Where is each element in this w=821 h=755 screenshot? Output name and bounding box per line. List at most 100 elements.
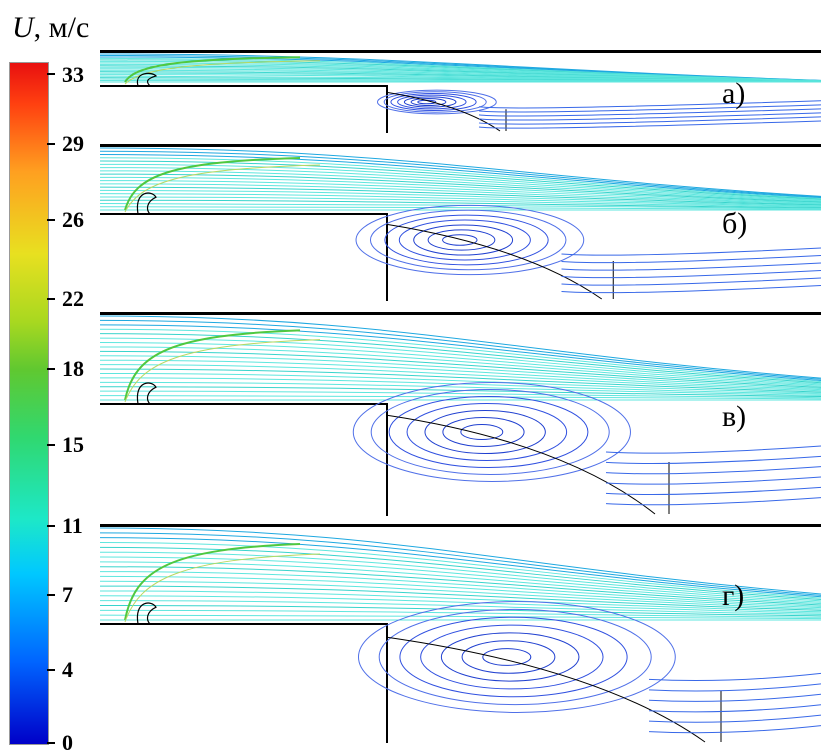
vortex-streamline	[413, 224, 514, 256]
vortex-streamline	[398, 219, 531, 261]
vortex-streamline	[388, 396, 589, 468]
streamline	[100, 350, 821, 388]
streamline	[100, 372, 821, 394]
jet-streamline	[124, 164, 321, 213]
streamline	[100, 571, 821, 607]
vortex-streamline	[399, 616, 628, 698]
streamline	[100, 167, 821, 202]
outlet-streamline	[605, 466, 821, 475]
streamline	[100, 390, 821, 399]
streamline	[100, 580, 821, 610]
streamline	[100, 386, 821, 398]
vortex-streamline	[397, 94, 467, 110]
jet-streamline	[124, 56, 301, 83]
panel-label-d: г)	[722, 579, 745, 612]
streamline	[100, 395, 821, 400]
jet-streamline	[124, 157, 301, 211]
streamline	[100, 556, 821, 603]
outlet-streamline	[605, 445, 821, 454]
streamline	[100, 537, 821, 598]
tick-label: 15	[62, 432, 84, 457]
streamline	[100, 150, 821, 198]
step-wall	[100, 403, 388, 516]
streamline	[100, 319, 821, 380]
tick-mark	[47, 298, 55, 300]
tick-label: 33	[62, 62, 84, 87]
vortex-streamline	[442, 234, 478, 246]
tick-mark	[47, 525, 55, 527]
panel-label-c: в)	[722, 400, 747, 433]
vortex-streamline	[482, 648, 532, 666]
vortex-streamline	[403, 96, 457, 108]
vortex-streamline	[406, 403, 568, 461]
tick-label: 7	[62, 582, 73, 607]
streamline	[100, 609, 821, 618]
streamline	[100, 566, 821, 606]
vortex-streamline	[440, 632, 580, 682]
outlet-streamline	[648, 725, 821, 734]
outlet-streamline	[561, 270, 821, 279]
streamline-panel-c	[100, 312, 821, 517]
tick-mark	[47, 444, 55, 446]
streamline	[100, 337, 821, 385]
streamline	[100, 333, 821, 384]
streamline	[100, 359, 821, 391]
step-wall	[100, 623, 388, 743]
tick-label: 22	[62, 286, 84, 311]
tick-label: 26	[62, 207, 84, 232]
vortex-streamline	[424, 410, 546, 454]
streamline	[100, 381, 821, 396]
streamline	[100, 189, 821, 207]
outlet-streamline	[561, 262, 821, 271]
outlet-streamline	[478, 120, 821, 129]
jet-streamline	[124, 339, 321, 403]
outlet-streamline	[605, 455, 821, 464]
vortex-streamline	[370, 389, 610, 475]
outlet-streamline	[561, 285, 821, 294]
tick-mark	[47, 368, 55, 370]
dividing-streamline	[386, 223, 603, 300]
vortex-streamline	[410, 98, 447, 106]
vortex-streamline	[420, 624, 604, 690]
outlet-streamline	[561, 247, 821, 256]
streamline	[100, 368, 821, 393]
tick-mark	[47, 73, 55, 75]
jet-streamline	[124, 553, 321, 623]
vortex-streamline	[352, 382, 631, 482]
dividing-streamline	[386, 91, 501, 132]
streamline-panel-a	[100, 50, 821, 134]
jet-streamline	[124, 543, 301, 621]
streamline	[100, 324, 821, 381]
inlet-bubble	[136, 72, 158, 87]
streamline	[100, 600, 821, 616]
streamline	[100, 176, 821, 204]
streamline	[100, 183, 821, 205]
tick-mark	[47, 594, 55, 596]
vortex-streamline	[357, 601, 676, 713]
outlet-streamline	[561, 277, 821, 286]
streamline	[100, 328, 821, 383]
tick-mark	[47, 219, 55, 221]
streamline	[100, 186, 821, 206]
vortex-streamline	[461, 640, 556, 674]
streamline	[100, 614, 821, 620]
vortex-streamline	[355, 204, 585, 276]
outlet-streamline	[561, 255, 821, 264]
vortex-streamline	[442, 417, 525, 447]
outlet-streamline	[648, 683, 821, 692]
streamline	[100, 595, 821, 614]
tick-mark	[47, 143, 55, 145]
outlet-streamline	[605, 476, 821, 485]
vortex-streamline	[390, 92, 477, 112]
dividing-streamline	[386, 636, 706, 743]
streamline	[100, 202, 821, 210]
vortex-streamline	[427, 229, 496, 251]
tick-label: 4	[62, 657, 73, 682]
vortex-streamline	[383, 91, 487, 113]
streamline	[100, 342, 821, 386]
step-wall	[100, 213, 388, 301]
streamline	[100, 551, 821, 602]
streamline	[100, 532, 821, 596]
tick-label: 0	[62, 730, 73, 755]
streamline	[100, 154, 821, 199]
